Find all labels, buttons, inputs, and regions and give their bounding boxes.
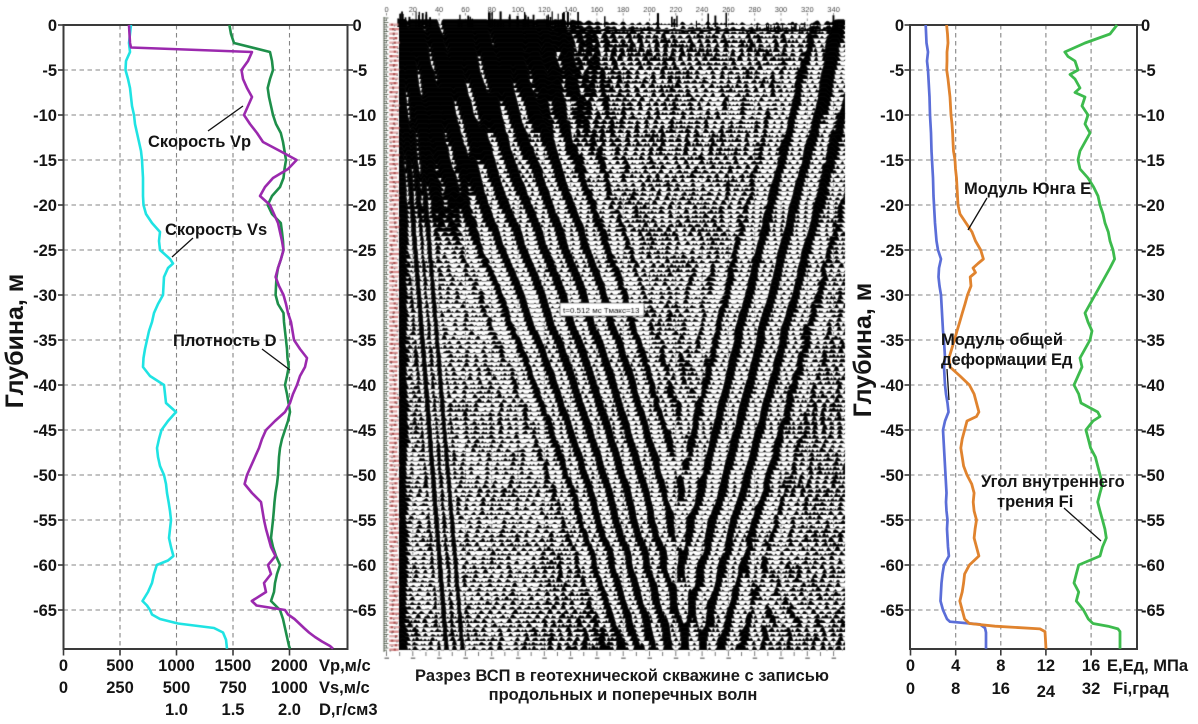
svg-text:250: 250 bbox=[106, 679, 134, 697]
svg-text:1.5: 1.5 bbox=[222, 701, 245, 719]
svg-text:2000: 2000 bbox=[271, 657, 308, 675]
svg-text:0: 0 bbox=[906, 657, 915, 675]
svg-text:деформации Ед: деформации Ед bbox=[941, 351, 1073, 369]
svg-text:-10: -10 bbox=[353, 107, 377, 125]
svg-text:-40: -40 bbox=[1141, 377, 1165, 395]
svg-text:-10: -10 bbox=[1141, 107, 1165, 125]
svg-text:500: 500 bbox=[106, 657, 134, 675]
svg-text:-5: -5 bbox=[353, 62, 368, 80]
svg-text:-15: -15 bbox=[353, 152, 377, 170]
svg-text:-40: -40 bbox=[880, 377, 904, 395]
svg-text:Fi,град: Fi,град bbox=[1113, 680, 1169, 698]
svg-text:-30: -30 bbox=[33, 287, 57, 305]
svg-text:-20: -20 bbox=[33, 197, 57, 215]
svg-text:-45: -45 bbox=[353, 422, 377, 440]
svg-text:1000: 1000 bbox=[271, 679, 308, 697]
svg-text:-55: -55 bbox=[33, 512, 57, 530]
svg-text:0: 0 bbox=[48, 17, 57, 35]
svg-text:Глубина, м: Глубина, м bbox=[1, 274, 29, 409]
svg-text:D,г/см3: D,г/см3 bbox=[319, 701, 378, 719]
svg-text:продольных и поперечных волн: продольных и поперечных волн bbox=[489, 686, 758, 704]
svg-text:8: 8 bbox=[951, 680, 960, 698]
svg-text:-55: -55 bbox=[880, 512, 904, 530]
svg-text:0: 0 bbox=[59, 679, 68, 697]
svg-text:-50: -50 bbox=[33, 467, 57, 485]
svg-text:Модуль Юнга E: Модуль Юнга E bbox=[964, 180, 1091, 198]
svg-text:16: 16 bbox=[1082, 657, 1100, 675]
svg-text:-60: -60 bbox=[353, 557, 377, 575]
svg-text:Скорость Vp: Скорость Vp bbox=[148, 133, 251, 151]
svg-text:0: 0 bbox=[59, 657, 68, 675]
svg-text:-15: -15 bbox=[1141, 152, 1165, 170]
svg-text:-65: -65 bbox=[353, 602, 377, 620]
svg-text:-20: -20 bbox=[353, 197, 377, 215]
svg-text:16: 16 bbox=[992, 680, 1010, 698]
svg-text:-35: -35 bbox=[1141, 332, 1165, 350]
svg-text:-45: -45 bbox=[1141, 422, 1165, 440]
svg-text:Глубина, м: Глубина, м bbox=[849, 283, 877, 418]
svg-text:-65: -65 bbox=[33, 602, 57, 620]
svg-text:-50: -50 bbox=[353, 467, 377, 485]
svg-text:-30: -30 bbox=[1141, 287, 1165, 305]
svg-text:-30: -30 bbox=[353, 287, 377, 305]
svg-text:1500: 1500 bbox=[215, 657, 252, 675]
svg-text:1000: 1000 bbox=[158, 657, 195, 675]
svg-text:-10: -10 bbox=[33, 107, 57, 125]
svg-text:-25: -25 bbox=[33, 242, 57, 260]
svg-text:Модуль общей: Модуль общей bbox=[941, 331, 1063, 349]
svg-text:Vs,м/с: Vs,м/с bbox=[319, 679, 370, 697]
svg-text:-45: -45 bbox=[880, 422, 904, 440]
svg-text:-20: -20 bbox=[1141, 197, 1165, 215]
svg-text:-15: -15 bbox=[880, 152, 904, 170]
svg-text:32: 32 bbox=[1082, 680, 1100, 698]
svg-text:-60: -60 bbox=[33, 557, 57, 575]
svg-text:-55: -55 bbox=[1141, 512, 1165, 530]
svg-text:-5: -5 bbox=[889, 62, 904, 80]
svg-text:-20: -20 bbox=[880, 197, 904, 215]
svg-text:-5: -5 bbox=[1141, 62, 1156, 80]
svg-text:-35: -35 bbox=[33, 332, 57, 350]
svg-text:-45: -45 bbox=[33, 422, 57, 440]
svg-text:8: 8 bbox=[996, 657, 1005, 675]
svg-text:0: 0 bbox=[895, 17, 904, 35]
svg-text:-50: -50 bbox=[1141, 467, 1165, 485]
svg-text:-60: -60 bbox=[1141, 557, 1165, 575]
svg-text:-15: -15 bbox=[33, 152, 57, 170]
svg-text:-30: -30 bbox=[880, 287, 904, 305]
svg-text:24: 24 bbox=[1037, 683, 1056, 701]
svg-text:2.0: 2.0 bbox=[278, 701, 301, 719]
svg-text:-25: -25 bbox=[1141, 242, 1165, 260]
svg-text:12: 12 bbox=[1037, 657, 1055, 675]
svg-text:4: 4 bbox=[951, 657, 961, 675]
svg-text:-65: -65 bbox=[1141, 602, 1165, 620]
svg-text:-40: -40 bbox=[353, 377, 377, 395]
svg-text:750: 750 bbox=[219, 679, 247, 697]
svg-text:-35: -35 bbox=[880, 332, 904, 350]
svg-text:-55: -55 bbox=[353, 512, 377, 530]
svg-text:-25: -25 bbox=[353, 242, 377, 260]
svg-text:Разрез ВСП в геотехнической ск: Разрез ВСП в геотехнической скважине с з… bbox=[415, 667, 829, 685]
svg-text:-10: -10 bbox=[880, 107, 904, 125]
svg-text:1.0: 1.0 bbox=[165, 701, 188, 719]
svg-text:Угол внутреннего: Угол внутреннего bbox=[981, 473, 1125, 491]
svg-text:-65: -65 bbox=[880, 602, 904, 620]
svg-text:0: 0 bbox=[1141, 17, 1150, 35]
svg-text:-5: -5 bbox=[42, 62, 57, 80]
svg-text:Плотность D: Плотность D bbox=[173, 332, 277, 350]
svg-text:0: 0 bbox=[353, 17, 362, 35]
svg-text:-35: -35 bbox=[353, 332, 377, 350]
svg-text:Vp,м/с: Vp,м/с bbox=[319, 657, 371, 675]
svg-text:Скорость Vs: Скорость Vs bbox=[165, 221, 267, 239]
svg-text:500: 500 bbox=[163, 679, 191, 697]
svg-text:-50: -50 bbox=[880, 467, 904, 485]
svg-text:-60: -60 bbox=[880, 557, 904, 575]
svg-text:-40: -40 bbox=[33, 377, 57, 395]
svg-text:E,Ед, МПа: E,Ед, МПа bbox=[1107, 657, 1189, 675]
svg-text:-25: -25 bbox=[880, 242, 904, 260]
svg-text:трения Fi: трения Fi bbox=[997, 493, 1073, 511]
svg-text:0: 0 bbox=[906, 680, 915, 698]
